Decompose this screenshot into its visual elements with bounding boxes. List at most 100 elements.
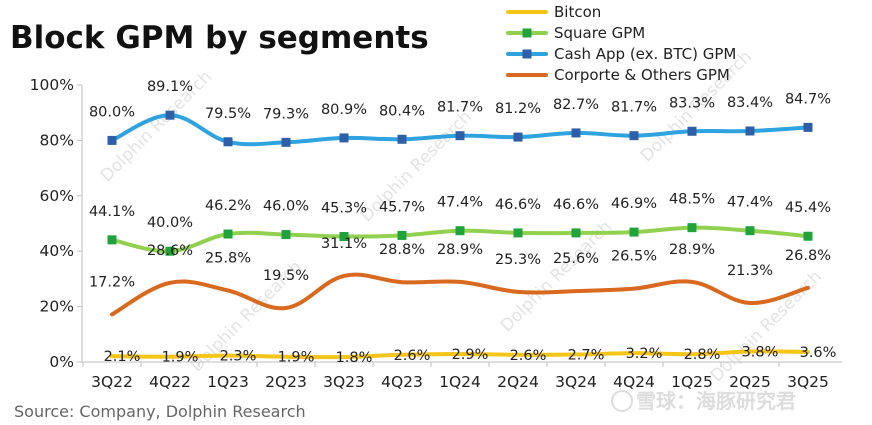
data-label-corporate: 26.5% <box>611 249 657 265</box>
data-point-square <box>571 228 581 238</box>
data-label-bitcoin: 1.9% <box>162 350 199 366</box>
data-point-square <box>281 230 291 240</box>
data-point-square <box>629 227 639 237</box>
x-tick-label: 3Q25 <box>787 373 829 391</box>
data-label-cashapp: 89.1% <box>147 79 193 95</box>
data-point-cashapp <box>107 135 117 145</box>
data-point-square <box>339 232 349 242</box>
data-point-cashapp <box>629 131 639 141</box>
data-point-cashapp <box>397 134 407 144</box>
legend-marker-square <box>522 28 532 38</box>
data-point-cashapp <box>339 133 349 143</box>
data-label-corporate: 19.5% <box>263 268 309 284</box>
data-label-cashapp: 79.5% <box>205 106 251 122</box>
data-point-square <box>687 223 697 233</box>
data-label-square: 47.4% <box>727 195 773 211</box>
series-line-bitcoin <box>110 349 810 360</box>
data-label-cashapp: 81.2% <box>495 101 541 117</box>
data-point-cashapp <box>687 126 697 136</box>
data-point-cashapp <box>803 122 813 132</box>
y-tick-label: 100% <box>30 76 74 94</box>
data-label-cashapp: 83.4% <box>727 95 773 111</box>
data-label-corporate: 25.8% <box>205 251 251 267</box>
data-label-cashapp: 80.4% <box>379 103 425 119</box>
data-label-cashapp: 81.7% <box>611 100 657 116</box>
y-tick-label: 80% <box>40 131 74 149</box>
data-point-cashapp <box>223 137 233 147</box>
data-label-square: 45.7% <box>379 199 425 215</box>
x-tick-label: 3Q23 <box>323 373 365 391</box>
x-tick-label: 1Q23 <box>207 373 249 391</box>
data-label-square: 40.0% <box>147 215 193 231</box>
y-tick-label: 0% <box>49 353 74 371</box>
data-label-corporate: 28.9% <box>669 242 715 258</box>
y-tick-label: 20% <box>40 298 74 316</box>
data-label-cashapp: 81.7% <box>437 100 483 116</box>
x-tick-labels: 3Q22 4Q22 1Q23 2Q23 3Q23 4Q23 1Q24 2Q24 3Q24 4Q24… <box>82 362 829 391</box>
x-tick-label: 4Q23 <box>381 373 423 391</box>
data-label-square: 46.6% <box>495 197 541 213</box>
x-tick-label: 2Q23 <box>265 373 307 391</box>
x-tick-label: 2Q25 <box>729 373 771 391</box>
legend-marker-cashapp <box>522 49 532 59</box>
y-tick-label: 60% <box>40 187 74 205</box>
chart-title: Block GPM by segments <box>10 20 429 56</box>
data-label-corporate: 28.8% <box>379 242 425 258</box>
data-label-bitcoin: 2.9% <box>452 347 489 363</box>
data-label-square: 45.3% <box>321 201 367 217</box>
x-tick-label: 3Q22 <box>91 373 133 391</box>
data-label-bitcoin: 3.8% <box>742 344 779 360</box>
data-point-cashapp <box>165 110 175 120</box>
data-point-square <box>107 235 117 245</box>
data-point-cashapp <box>455 131 465 141</box>
legend-label-cashapp: Cash App (ex. BTC) GPM <box>554 45 736 63</box>
data-label-corporate: 28.9% <box>437 242 483 258</box>
x-tick-label: 4Q24 <box>613 373 655 391</box>
data-label-bitcoin: 2.6% <box>394 348 431 364</box>
data-label-square: 44.1% <box>89 204 135 220</box>
data-label-bitcoin: 1.9% <box>278 350 315 366</box>
data-point-square <box>165 246 175 256</box>
data-label-square: 46.0% <box>263 199 309 215</box>
data-label-square: 48.5% <box>669 192 715 208</box>
data-label-square: 47.4% <box>437 195 483 211</box>
legend-label-bitcoin: Bitcon <box>554 3 601 21</box>
data-label-cashapp: 84.7% <box>785 91 831 107</box>
watermark-layer: Dolphin Research Dolphin ResearchDolphin … <box>97 47 826 386</box>
data-label-corporate: 26.8% <box>785 248 831 264</box>
data-label-bitcoin: 2.1% <box>104 349 141 365</box>
data-label-bitcoin: 2.6% <box>510 348 547 364</box>
data-point-square <box>455 226 465 236</box>
series-line-corporate <box>110 272 810 317</box>
data-label-cashapp: 80.9% <box>321 102 367 118</box>
data-labels: 2.1% 1.9% 2.3% 1.9% 1.8% 2.6% 2.9% 2.6% 2.7% 3.2%… <box>89 79 836 366</box>
y-tick-label: 40% <box>40 242 74 260</box>
data-label-bitcoin: 3.6% <box>800 345 837 361</box>
legend: Bitcon Square GPM Cash App (ex. BTC) GPM Co… <box>506 3 736 84</box>
x-tick-label: 4Q22 <box>149 373 191 391</box>
data-label-corporate: 25.6% <box>553 251 599 267</box>
data-label-cashapp: 83.3% <box>669 95 715 111</box>
data-label-square: 46.2% <box>205 198 251 214</box>
legend-label-corporate: Corporte & Others GPM <box>554 66 730 84</box>
data-label-square: 46.9% <box>611 196 657 212</box>
x-tick-label: 1Q25 <box>671 373 713 391</box>
logo-icon <box>611 390 633 412</box>
data-label-cashapp: 82.7% <box>553 97 599 113</box>
data-label-bitcoin: 2.3% <box>220 349 257 365</box>
data-label-square: 45.4% <box>785 200 831 216</box>
data-label-corporate: 28.6% <box>147 243 193 259</box>
x-tick-label: 2Q24 <box>497 373 539 391</box>
data-label-bitcoin: 3.2% <box>626 346 663 362</box>
legend-label-square: Square GPM <box>554 24 645 42</box>
xueqiu-logo: 雪球：海豚研究君 <box>611 389 796 413</box>
data-point-cashapp <box>571 128 581 138</box>
data-label-cashapp: 79.3% <box>263 106 309 122</box>
y-tick-labels: 0% 20% 40% 60% 80% 100% <box>30 76 82 371</box>
data-label-bitcoin: 2.7% <box>568 348 605 364</box>
data-point-cashapp <box>513 132 523 142</box>
data-label-corporate: 25.3% <box>495 252 541 268</box>
data-point-square <box>513 228 523 238</box>
data-label-square: 46.6% <box>553 197 599 213</box>
